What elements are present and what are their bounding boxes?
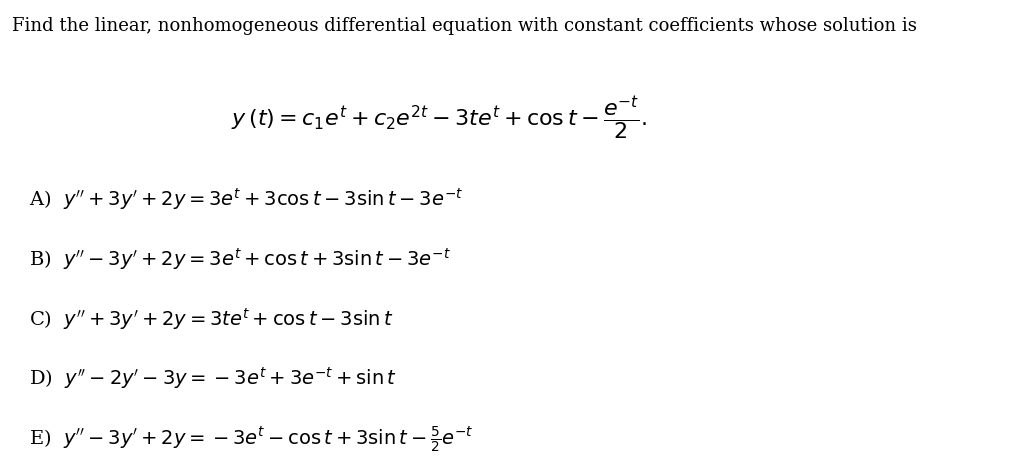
Text: Find the linear, nonhomogeneous differential equation with constant coefficients: Find the linear, nonhomogeneous differen… <box>11 17 916 34</box>
Text: B)  $y'' - 3y' + 2y = 3e^{t} + \cos t + 3\sin t - 3e^{-t}$: B) $y'' - 3y' + 2y = 3e^{t} + \cos t + 3… <box>29 246 451 272</box>
Text: A)  $y'' + 3y' + 2y = 3e^{t} + 3\cos t - 3\sin t - 3e^{-t}$: A) $y'' + 3y' + 2y = 3e^{t} + 3\cos t - … <box>29 186 463 212</box>
Text: D)  $y'' - 2y' - 3y = -3e^{t} + 3e^{-t} + \sin t$: D) $y'' - 2y' - 3y = -3e^{t} + 3e^{-t} +… <box>29 365 397 391</box>
Text: C)  $y'' + 3y' + 2y = 3te^{t} + \cos t - 3\sin t$: C) $y'' + 3y' + 2y = 3te^{t} + \cos t - … <box>29 306 394 332</box>
Text: E)  $y'' - 3y' + 2y = -3e^{t} - \cos t + 3\sin t - \frac{5}{2}e^{-t}$: E) $y'' - 3y' + 2y = -3e^{t} - \cos t + … <box>29 425 473 455</box>
Text: $y\,(t) = c_1 e^{t} + c_2 e^{2t} - 3te^{t} + \cos t - \dfrac{e^{-t}}{2}.$: $y\,(t) = c_1 e^{t} + c_2 e^{2t} - 3te^{… <box>231 95 647 143</box>
